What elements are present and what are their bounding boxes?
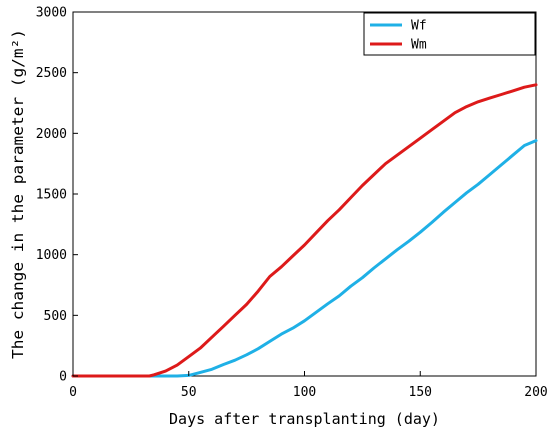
x-tick-label: 0 (69, 385, 77, 400)
legend-box (363, 12, 536, 56)
x-tick-label: 50 (181, 385, 197, 400)
legend-label: Wm (411, 38, 427, 53)
y-tick-label: 2500 (36, 66, 67, 81)
y-tick-label: 1000 (36, 248, 67, 263)
series-layer (71, 83, 538, 378)
x-tick-label: 200 (524, 385, 547, 400)
x-axis-label: Days after transplanting (day) (169, 410, 440, 428)
y-tick-label: 500 (44, 309, 67, 324)
legend: Wf Wm (363, 12, 536, 56)
plot-area (72, 11, 537, 377)
x-tick-label: 150 (409, 385, 432, 400)
plot-frame (72, 11, 537, 377)
legend-label: Wf (411, 19, 427, 34)
y-tick-label: 3000 (36, 6, 67, 21)
y-tick-label: 1500 (36, 188, 67, 203)
y-axis-label: The change in the parameter (g/m²) (9, 29, 27, 359)
series-line-wf (71, 139, 538, 378)
y-tick-label: 0 (59, 370, 67, 385)
y-tick-label: 2000 (36, 127, 67, 142)
series-line-wm (71, 83, 538, 378)
x-tick-label: 100 (293, 385, 316, 400)
